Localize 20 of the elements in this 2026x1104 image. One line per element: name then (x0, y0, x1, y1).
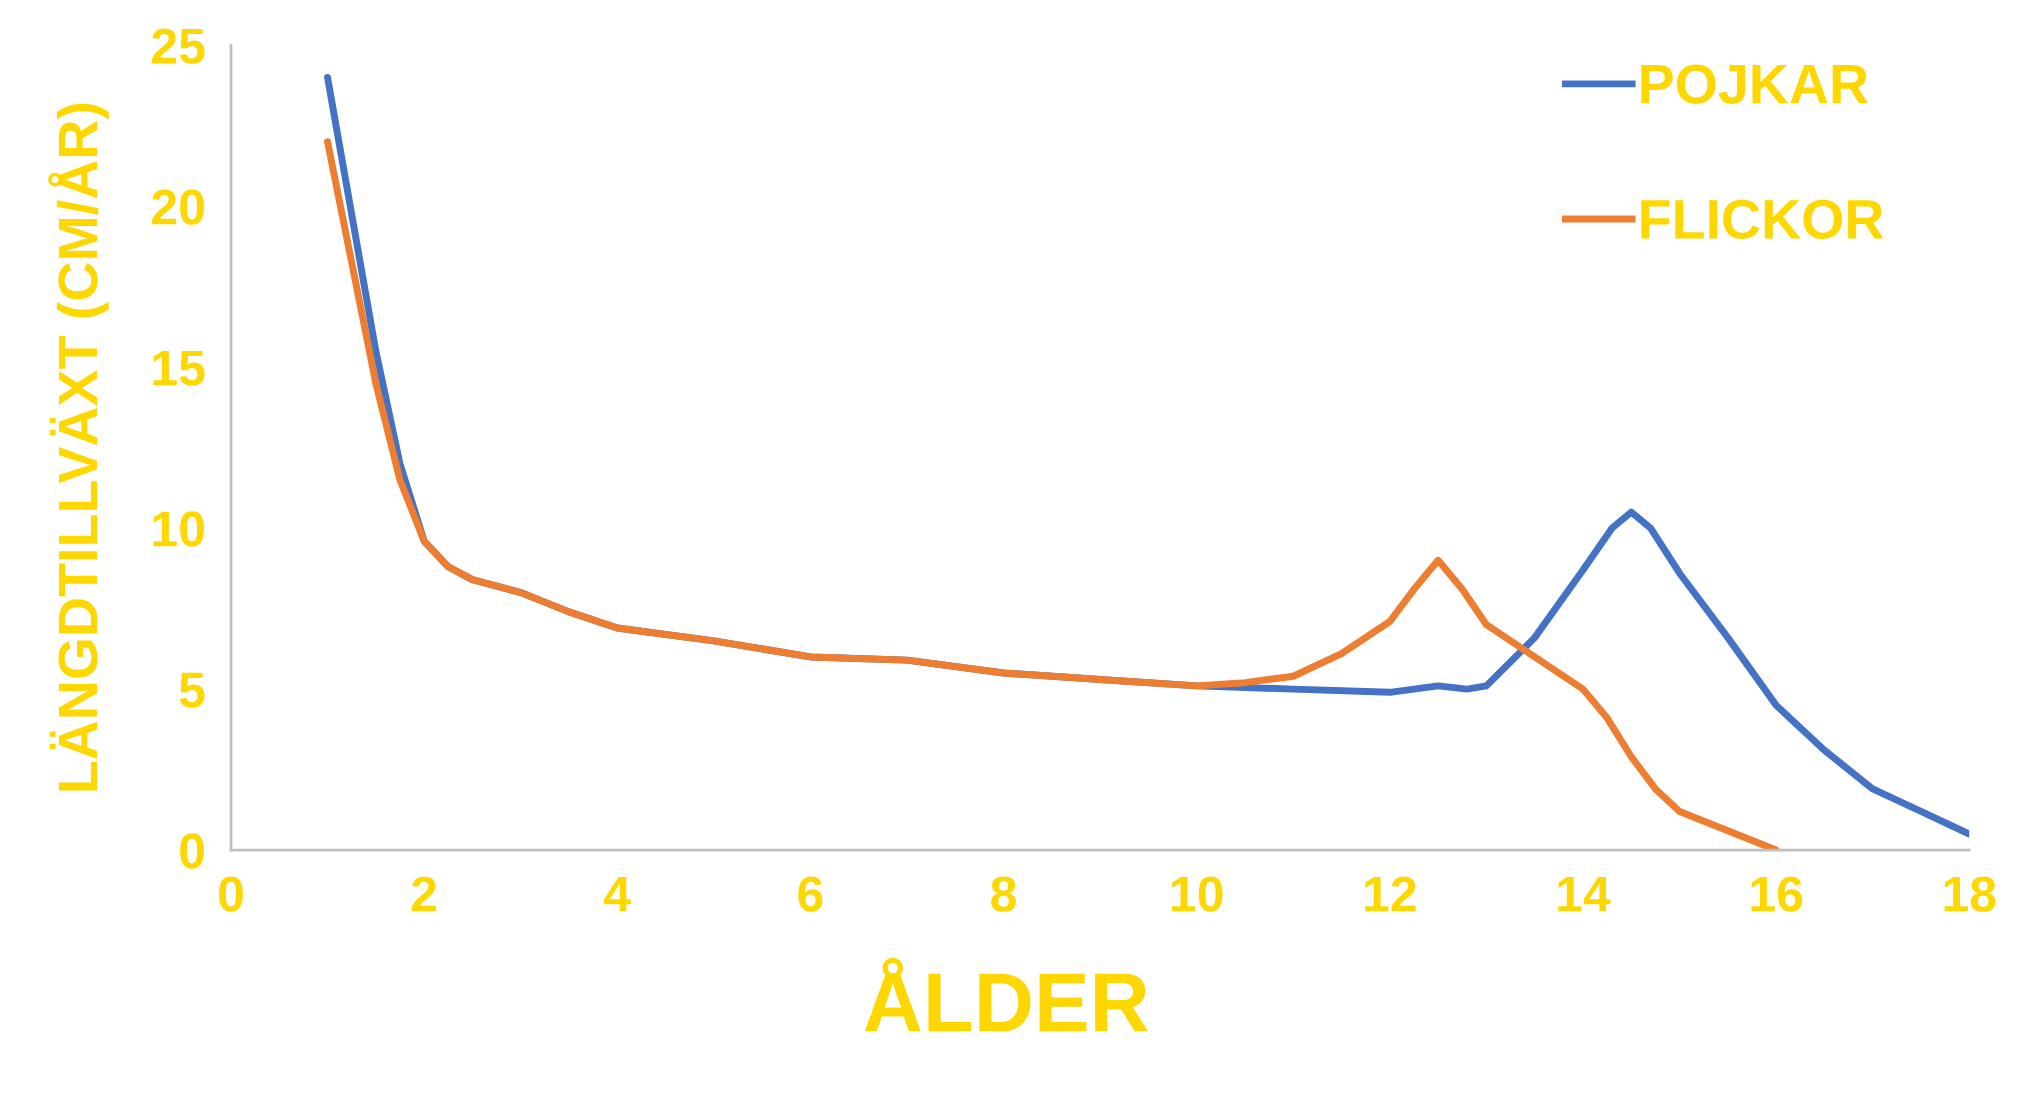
x-tick-label: 14 (1558, 876, 1611, 912)
y-tick-label: 0 (180, 833, 204, 869)
y-tick-label: 15 (153, 350, 205, 386)
x-tick-label: 12 (1365, 876, 1416, 912)
x-tick-label: 8 (991, 876, 1016, 912)
legend-label: FLICKOR (1641, 199, 1884, 239)
x-tick-label: 4 (604, 876, 631, 912)
y-tick-label: 10 (153, 511, 204, 547)
x-tick-label: 10 (1172, 876, 1223, 912)
y-axis-title: LÄNGDTILLVÄXT (CM/ÅR) (48, 103, 109, 791)
x-tick-label: 2 (411, 876, 437, 912)
x-tick-label: 18 (1944, 876, 1996, 912)
y-tick-label: 5 (179, 672, 205, 708)
y-tick-label: 25 (152, 28, 205, 64)
x-axis-title: ÅLDER (864, 957, 1149, 1032)
legend-label: POJKAR (1641, 64, 1869, 104)
x-tick-label: 0 (219, 876, 243, 912)
y-tick-label: 20 (152, 189, 204, 225)
x-tick-label: 16 (1751, 876, 1803, 912)
x-tick-label: 6 (798, 876, 823, 912)
